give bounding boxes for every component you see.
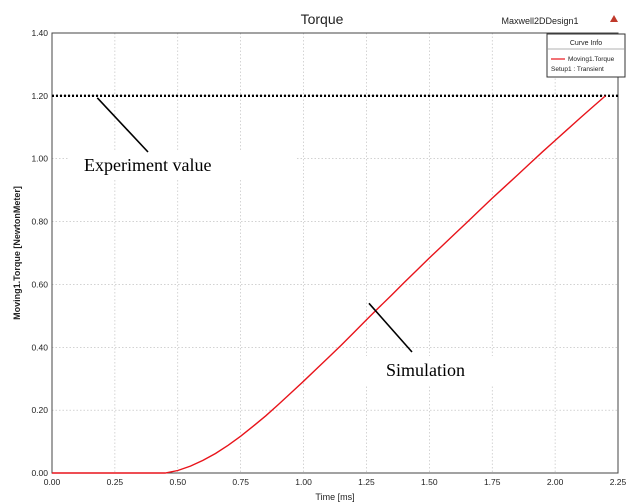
x-tick-label: 0.00 [44, 477, 61, 487]
y-tick-labels: 0.00 0.20 0.40 0.60 0.80 1.00 1.20 1.40 [31, 28, 48, 478]
annotation-experiment-box [68, 150, 296, 178]
annotation-simulation-text: Simulation [386, 360, 465, 380]
y-tick-label: 0.40 [31, 342, 48, 352]
legend-entry: Moving1.Torque [568, 56, 615, 63]
y-tick-label: 1.40 [31, 28, 48, 38]
x-axis-label: Time [ms] [315, 492, 354, 502]
x-tick-label: 0.25 [107, 477, 124, 487]
x-tick-label: 1.25 [358, 477, 375, 487]
x-tick-label: 1.75 [484, 477, 501, 487]
chart-title: Torque [301, 11, 344, 27]
y-axis-label: Moving1.Torque [NewtonMeter] [12, 186, 22, 320]
design-icon [610, 15, 618, 22]
y-tick-label: 0.80 [31, 217, 48, 227]
annotation-experiment-pointer [96, 97, 149, 153]
x-tick-label: 2.25 [610, 477, 627, 487]
series-line-moving1-torque [52, 95, 606, 474]
y-tick-label: 0.20 [31, 405, 48, 415]
y-tick-label: 1.00 [31, 154, 48, 164]
y-tick-label: 1.20 [31, 91, 48, 101]
y-tick-label: 0.00 [31, 468, 48, 478]
annotation-simulation-pointer [368, 302, 413, 353]
annotation-simulation: Simulation [354, 302, 504, 386]
annotation-experiment: Experiment value [68, 97, 296, 178]
y-tick-label: 0.60 [31, 279, 48, 289]
legend-setup: Setup1 : Transient [551, 66, 604, 73]
x-tick-label: 2.00 [547, 477, 564, 487]
x-tick-label: 0.50 [170, 477, 187, 487]
x-tick-labels: 0.00 0.25 0.50 0.75 1.00 1.25 1.50 1.75 2.00 2.25 [44, 477, 627, 487]
x-tick-label: 0.75 [232, 477, 249, 487]
legend-title: Curve Info [570, 40, 602, 47]
plot-area-frame [51, 32, 619, 474]
x-tick-label: 1.50 [421, 477, 438, 487]
x-tick-label: 1.00 [295, 477, 312, 487]
legend: Curve Info Moving1.Torque Setup1 : Trans… [546, 33, 626, 78]
design-label: Maxwell2DDesign1 [501, 16, 578, 26]
annotation-experiment-text: Experiment value [84, 155, 211, 175]
legend-box [546, 33, 626, 78]
series-layer [52, 95, 606, 474]
annotation-simulation-box [354, 356, 504, 386]
